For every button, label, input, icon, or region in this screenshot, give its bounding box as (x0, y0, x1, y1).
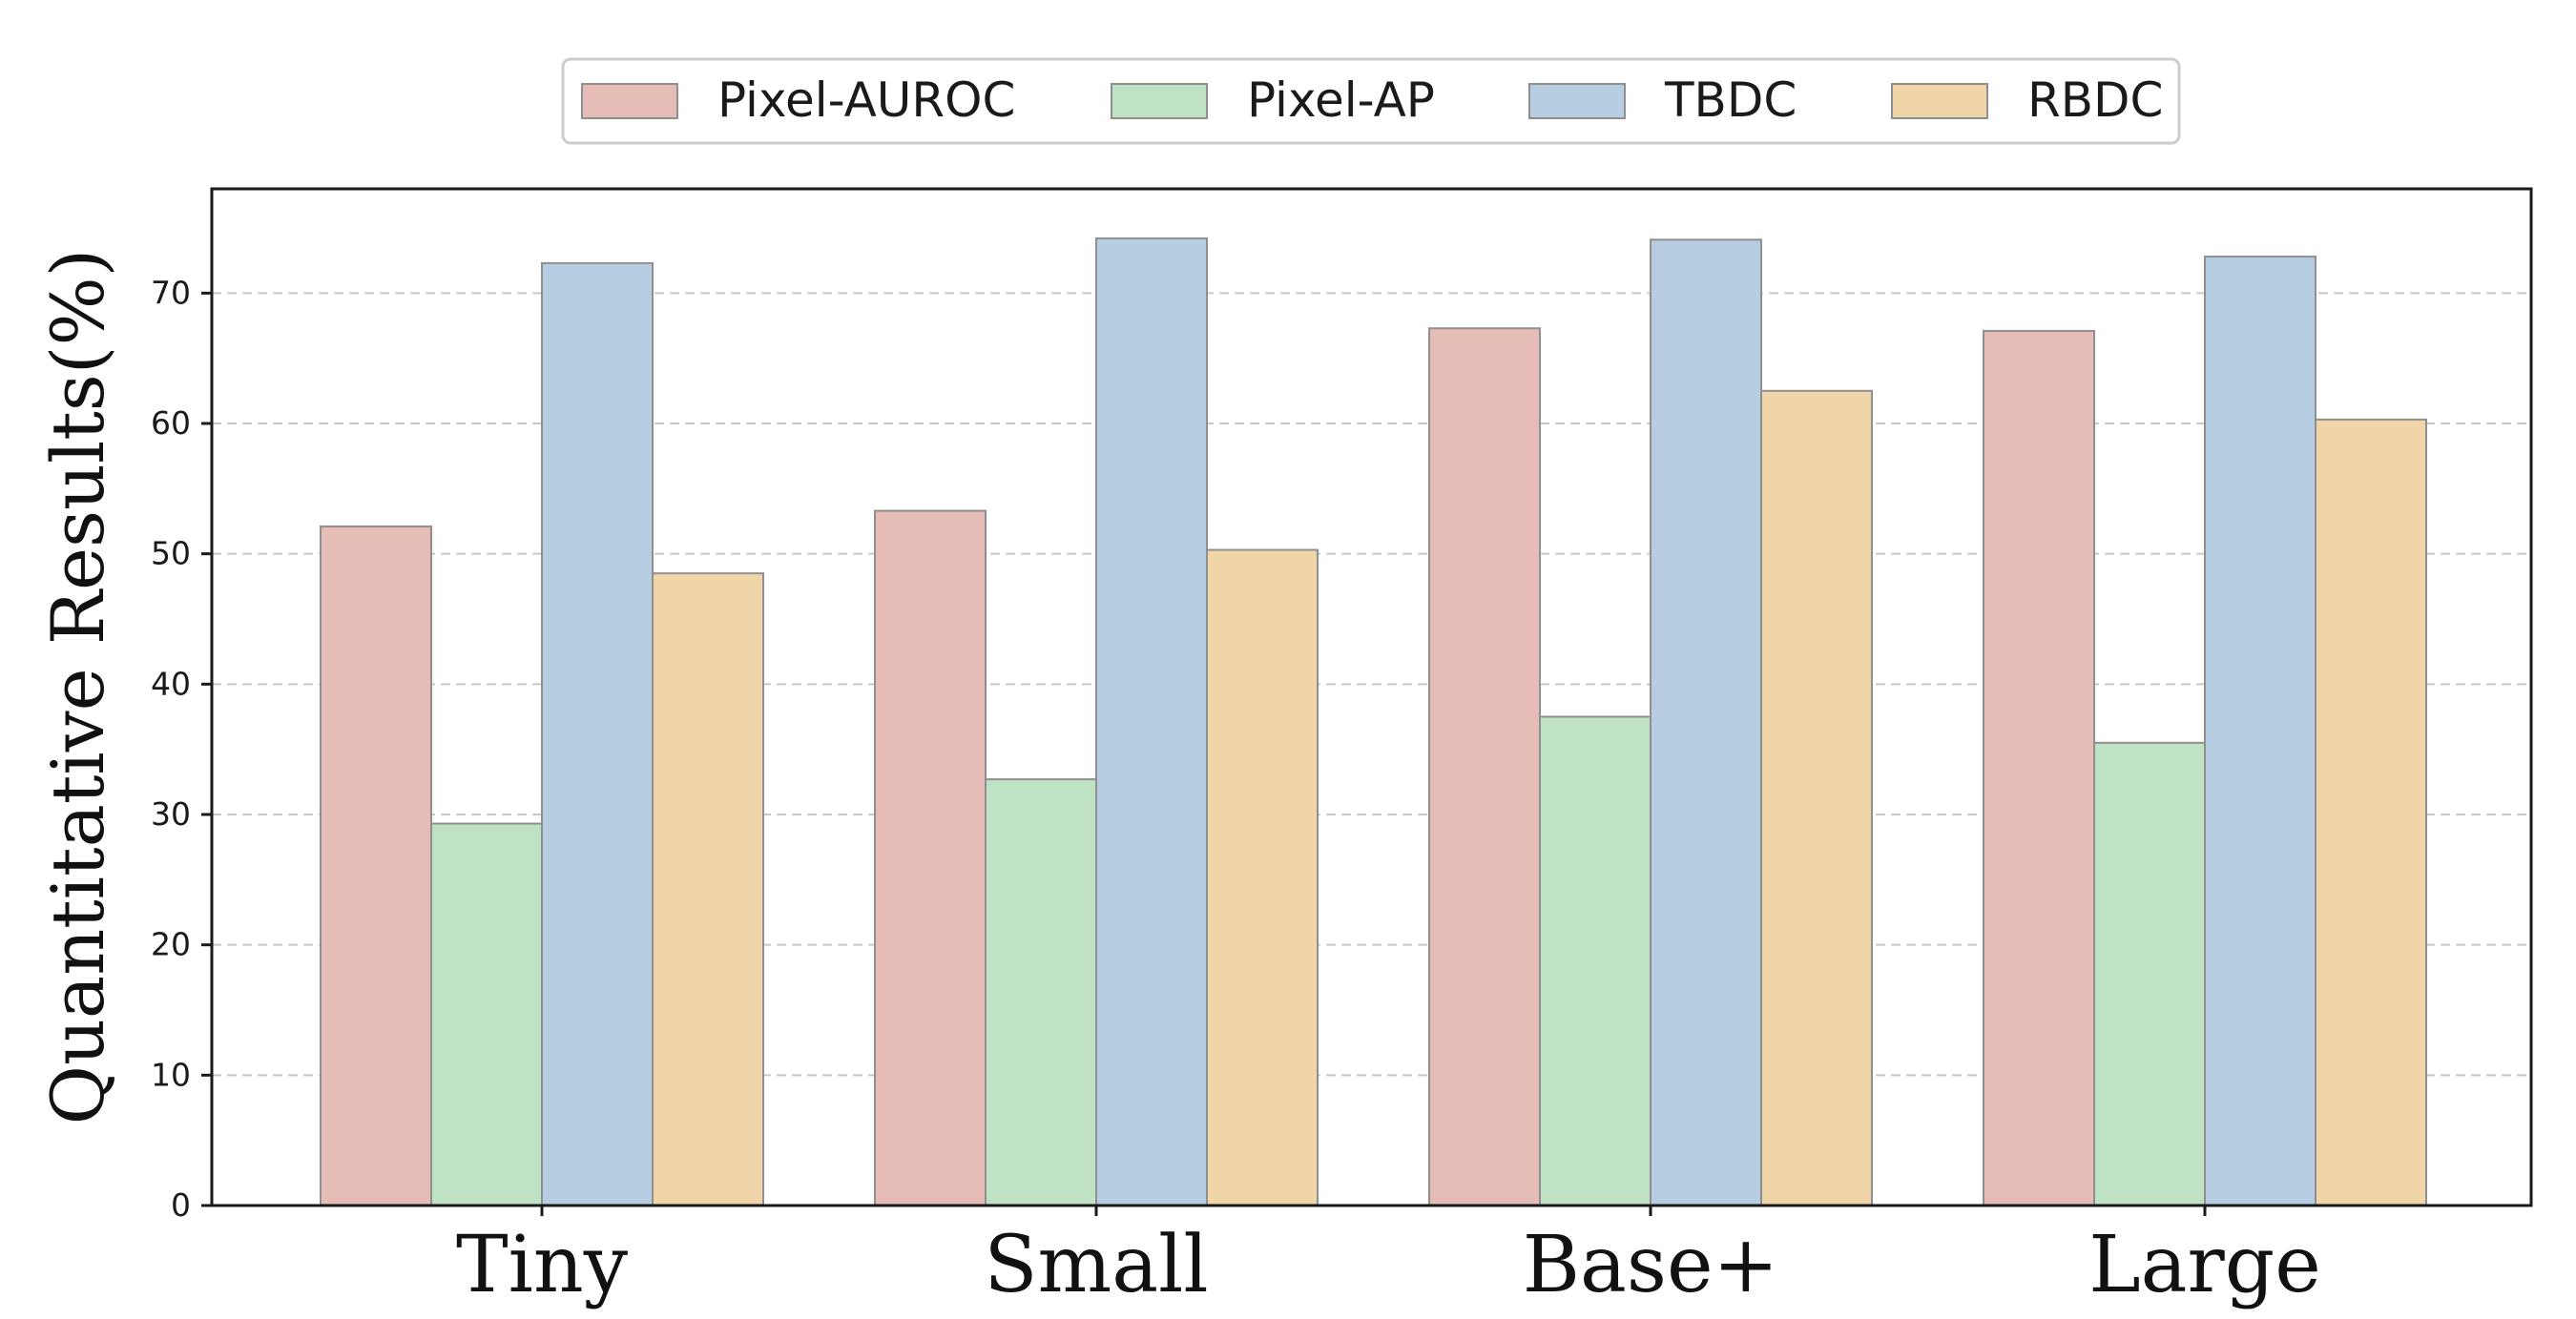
legend-label: Pixel-AUROC (717, 72, 1015, 128)
bar-rbdc-tiny (652, 572, 764, 1206)
y-tick-label: 20 (151, 926, 191, 963)
legend-frame (561, 57, 2181, 145)
bar-tbdc-small (1095, 237, 1208, 1206)
legend: Pixel-AUROC Pixel-AP TBDC RBDC (561, 57, 2181, 145)
y-tick-label: 0 (171, 1186, 191, 1224)
legend-label: Pixel-AP (1247, 72, 1435, 128)
bar-rbdc-base- (1760, 389, 1873, 1207)
bar-tbdc-base- (1650, 238, 1762, 1207)
bar-pixel-ap-base- (1539, 715, 1652, 1206)
x-tick-label: Large (2088, 1220, 2321, 1310)
bar-pixel-auroc-large (1983, 329, 2095, 1206)
bar-pixel-ap-large (2093, 741, 2206, 1206)
legend-swatch (1528, 83, 1626, 119)
bar-pixel-auroc-tiny (320, 525, 432, 1206)
legend-swatch (1891, 83, 1988, 119)
plot-frame (210, 187, 2533, 1207)
legend-swatch (581, 83, 678, 119)
y-tick-label: 10 (151, 1056, 191, 1093)
bar-rbdc-large (2315, 418, 2427, 1206)
y-tick-label: 50 (151, 535, 191, 572)
y-tick-label: 60 (151, 404, 191, 442)
x-tick-label: Tiny (456, 1220, 629, 1310)
x-axis: Tiny Small Base+ Large (456, 1206, 2321, 1310)
legend-swatch (1111, 83, 1208, 119)
x-tick-label: Base+ (1523, 1220, 1778, 1310)
y-tick-label: 30 (151, 795, 191, 833)
y-axis: 0 10 20 30 40 50 60 70 (151, 274, 212, 1224)
bar-tbdc-tiny (541, 261, 654, 1206)
y-tick-label: 70 (151, 274, 191, 311)
bar-pixel-auroc-base- (1428, 327, 1541, 1206)
bar-rbdc-small (1206, 548, 1319, 1206)
legend-label: RBDC (2027, 72, 2163, 128)
bars (320, 237, 2427, 1207)
bar-tbdc-large (2204, 256, 2316, 1207)
legend-label: TBDC (1664, 72, 1797, 128)
x-tick-label: Small (984, 1220, 1208, 1310)
bar-pixel-ap-small (985, 778, 1097, 1206)
y-tick-label: 40 (151, 665, 191, 702)
bar-pixel-auroc-small (874, 509, 987, 1206)
y-axis-label: Quantitative Results(%) (35, 249, 120, 1125)
bar-pixel-ap-tiny (430, 822, 543, 1206)
